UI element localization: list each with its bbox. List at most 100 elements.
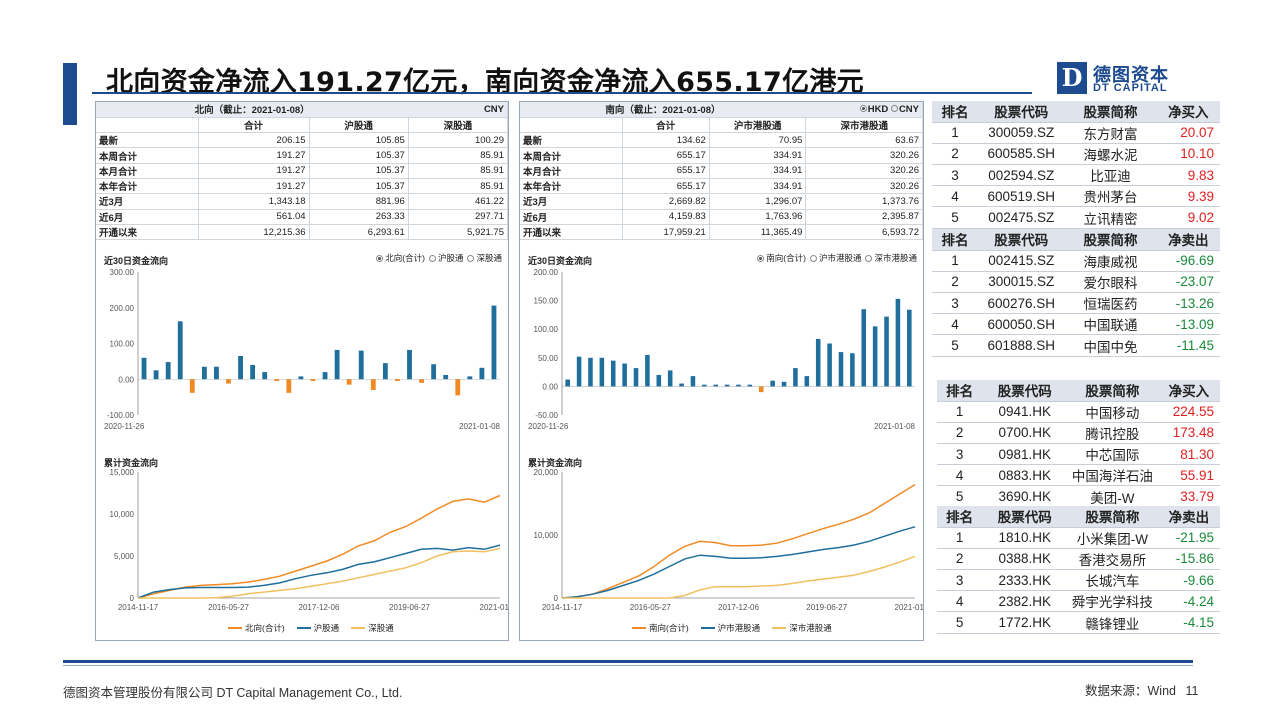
radio-south-sz[interactable]: 深市港股通 [865, 252, 917, 264]
bar [346, 379, 352, 385]
x-tick-label: 2017-12-06 [718, 603, 759, 612]
logo-text-en: DT CAPITAL [1093, 82, 1168, 94]
bar [250, 364, 256, 380]
stock-name: 比亚迪 [1064, 164, 1157, 187]
bar [815, 338, 821, 387]
footer-source: 数据来源：Wind 11 [1085, 680, 1198, 699]
rank-value: -15.86 [1157, 548, 1220, 571]
bar [153, 370, 159, 380]
north-col-sh: 沪股通 [309, 117, 409, 134]
bar [165, 362, 171, 380]
stat-row: 最新 206.15 105.85 100.29 [96, 132, 509, 149]
rank-header-cell: 排名 [932, 229, 979, 251]
radio-off-icon [809, 254, 817, 262]
bar [358, 350, 364, 380]
rank-number: 2 [932, 271, 979, 294]
stock-name: 舜宇光学科技 [1067, 590, 1158, 613]
radio-north-sz[interactable]: 深股通 [467, 252, 502, 264]
a-share-net-sell-table: 排名 股票代码 股票简称 净卖出 1 002415.SZ 海康威视 -96.69 2 300015… [932, 229, 1220, 357]
stat-row: 开通以来 17,959.21 11,365.49 6,593.72 [520, 224, 923, 241]
bar [838, 352, 844, 387]
x-tick-label: 2019-06-27 [389, 603, 430, 612]
bar [724, 384, 730, 387]
stat-row-label: 本周合计 [96, 147, 199, 164]
stat-row: 近6月 4,159.83 1,763.96 2,395.87 [520, 209, 923, 225]
stat-cell: 105.85 [309, 132, 409, 149]
bar [599, 357, 605, 387]
bar [690, 376, 696, 387]
legend-item: 深市港股通 [772, 622, 832, 634]
y-tick-label: 0 [130, 594, 135, 603]
legend-swatch [296, 627, 311, 629]
stat-cell: 105.37 [309, 178, 409, 195]
rank-row: 1 002415.SZ 海康威视 -96.69 [932, 250, 1220, 272]
stat-cell: 655.17 [622, 178, 710, 195]
radio-south-total[interactable]: 南向(合计) [757, 252, 806, 264]
bar [872, 326, 878, 387]
y-tick-label: 0.00 [118, 375, 134, 384]
south-cum-line-chart: 0 10,000 20,000 2014-11-17 2016-05-27 2017-12… [534, 468, 923, 612]
stock-code: 002415.SZ [978, 250, 1065, 272]
stock-code: 601888.SH [978, 334, 1065, 357]
stat-row: 本月合计 655.17 334.91 320.26 [520, 163, 923, 179]
series-line [137, 544, 501, 599]
radio-north-sh[interactable]: 沪股通 [428, 252, 463, 264]
stock-code: 600276.SH [978, 292, 1065, 315]
y-tick-label: 200.00 [534, 268, 559, 277]
radio-south-sh[interactable]: 沪市港股通 [809, 252, 861, 264]
stock-code: 600585.SH [978, 143, 1065, 166]
stat-cell: 191.27 [198, 163, 310, 179]
south-currency-toggle[interactable]: HKD CNY [805, 102, 923, 118]
radio-on-icon [376, 254, 384, 262]
bar [633, 368, 639, 387]
bar [467, 376, 473, 380]
x-tick-label: 2021-01-07 [480, 603, 508, 612]
bar [804, 376, 810, 387]
stat-cell: 12,215.36 [198, 224, 310, 241]
bar [702, 384, 707, 387]
stat-cell: 5,921.75 [408, 224, 509, 241]
radio-north-total[interactable]: 北向(合计) [376, 252, 425, 264]
y-tick-label: 200.00 [110, 304, 135, 313]
rank-header-cell: 排名 [937, 380, 983, 402]
bar [667, 370, 673, 387]
stock-code: 0700.HK [982, 422, 1068, 445]
rank-header-cell: 股票代码 [978, 229, 1065, 251]
stock-name: 长城汽车 [1067, 569, 1158, 592]
rank-number: 1 [932, 122, 979, 144]
stock-name: 赣锋锂业 [1067, 611, 1158, 634]
bar [395, 379, 400, 382]
currency-hkd[interactable]: HKD [859, 104, 888, 115]
rank-number: 2 [932, 143, 979, 166]
data-source: 数据来源：Wind [1085, 684, 1176, 698]
stat-cell: 320.26 [805, 178, 923, 195]
stat-cell: 85.91 [408, 147, 509, 164]
series-line [562, 555, 916, 599]
rank-value: 9.83 [1156, 164, 1220, 187]
rank-row: 4 2382.HK 舜宇光学科技 -4.24 [937, 590, 1220, 613]
bar [226, 379, 231, 384]
stock-name: 中芯国际 [1067, 443, 1158, 466]
rank-value: 9.02 [1156, 206, 1220, 229]
rank-value: 81.30 [1157, 443, 1220, 466]
stock-code: 300015.SZ [978, 271, 1065, 294]
south-table-header: 南向（截止：2021-01-08） [520, 102, 806, 118]
currency-cny[interactable]: CNY [890, 104, 919, 115]
rank-header-cell: 排名 [932, 101, 979, 123]
series-line [561, 483, 916, 599]
rank-row: 3 2333.HK 长城汽车 -9.66 [937, 569, 1220, 592]
rank-number: 5 [932, 334, 979, 357]
y-tick-label: 100.00 [534, 325, 559, 334]
bar [310, 379, 316, 382]
south-daily-title: 近30日资金流向 [528, 256, 593, 266]
stat-cell: 320.26 [805, 163, 923, 179]
legend-item: 深股通 [351, 622, 394, 634]
stock-name: 腾讯控股 [1067, 422, 1158, 445]
rank-value: -13.26 [1156, 292, 1220, 315]
stat-row-label: 开通以来 [96, 224, 199, 241]
bar [645, 354, 650, 387]
stock-code: 2333.HK [982, 569, 1068, 592]
stat-cell: 263.33 [309, 209, 409, 225]
bar [177, 321, 183, 380]
north-currency[interactable]: CNY [408, 102, 509, 118]
